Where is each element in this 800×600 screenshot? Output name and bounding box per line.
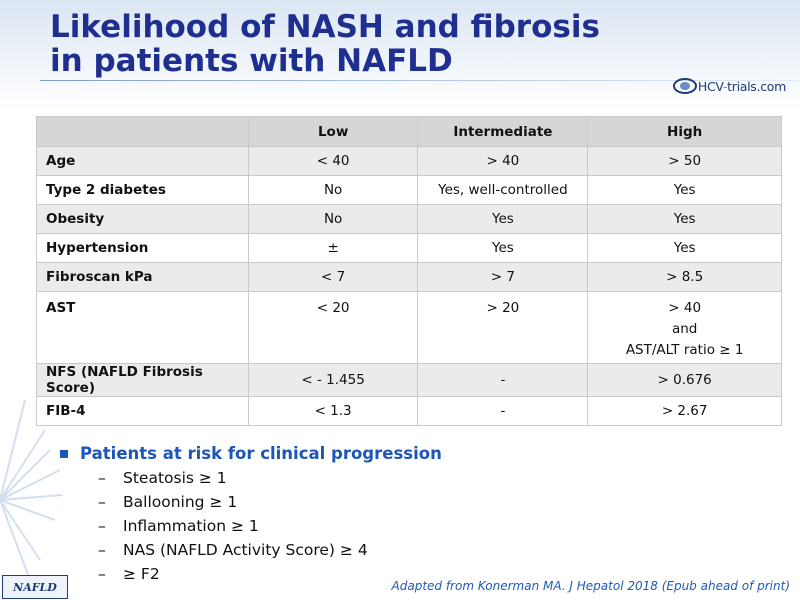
title-divider [40,80,800,81]
bullet-list: Patients at risk for clinical progressio… [60,444,442,583]
hcv-trials-logo: HCV-trials.com [672,74,786,98]
footer-topic-tag: NAFLD [2,575,68,599]
table-row: FIB-4 < 1.3 - > 2.67 [36,396,782,426]
sub-bullet-text: Ballooning ≥ 1 [123,493,238,511]
cell-low: < 1.3 [247,396,419,426]
sub-bullet-text: Inflammation ≥ 1 [123,517,259,535]
table-row: Hypertension ± Yes Yes [36,233,782,263]
row-label: Fibroscan kPa [36,262,249,292]
table-row: Obesity No Yes Yes [36,204,782,234]
cell-low: No [247,175,419,205]
cell-low: < 20 [247,291,419,364]
dash-icon: – [98,469,106,487]
row-label: NFS (NAFLD Fibrosis Score) [36,363,249,397]
cell-intermediate: Yes, well-controlled [417,175,589,205]
dash-icon: – [98,517,106,535]
sub-bullet: – Steatosis ≥ 1 [98,469,442,487]
sub-bullet: – ≥ F2 [98,565,442,583]
row-label: Obesity [36,204,249,234]
main-bullet: Patients at risk for clinical progressio… [60,444,442,463]
cell-intermediate: - [417,363,589,397]
slide-title: Likelihood of NASH and fibrosis in patie… [50,10,600,78]
title-line-2: in patients with NAFLD [50,43,453,79]
cell-intermediate: > 20 [417,291,589,364]
logo-text: HCV-trials.com [697,78,786,94]
logo-mark-icon [672,78,697,94]
title-line-1: Likelihood of NASH and fibrosis [50,9,600,45]
sub-bullet-text: ≥ F2 [123,565,160,583]
dash-icon: – [98,493,106,511]
sub-bullet: – Ballooning ≥ 1 [98,493,442,511]
header-high: High [587,116,782,147]
cell-intermediate: - [417,396,589,426]
row-label: Hypertension [36,233,249,263]
cell-high: > 40 and AST/ALT ratio ≥ 1 [587,291,782,364]
main-bullet-text: Patients at risk for clinical progressio… [80,444,442,463]
cell-high: Yes [587,175,782,205]
row-label: Type 2 diabetes [36,175,249,205]
cell-high-line: AST/ALT ratio ≥ 1 [625,342,744,358]
table-row: NFS (NAFLD Fibrosis Score) < - 1.455 - >… [36,363,782,397]
cell-high: > 50 [587,146,782,176]
cell-high: > 8.5 [587,262,782,292]
table-row: Type 2 diabetes No Yes, well-controlled … [36,175,782,205]
header-background [0,0,800,110]
header-intermediate: Intermediate [417,116,589,147]
sub-bullet-text: NAS (NAFLD Activity Score) ≥ 4 [123,541,368,559]
row-label: FIB-4 [36,396,249,426]
cell-low: < - 1.455 [247,363,419,397]
cell-high: > 2.67 [587,396,782,426]
cell-low: < 40 [247,146,419,176]
cell-low: < 7 [247,262,419,292]
risk-table: Low Intermediate High Age < 40 > 40 > 50… [36,116,782,426]
table-row: Fibroscan kPa < 7 > 7 > 8.5 [36,262,782,292]
cell-high-line: > 40 [668,300,702,316]
table-row: Age < 40 > 40 > 50 [36,146,782,176]
source-citation: Adapted from Konerman MA. J Hepatol 2018… [391,579,790,593]
cell-high-line: and [671,321,698,337]
row-label: AST [36,291,249,364]
sub-bullet-text: Steatosis ≥ 1 [123,469,227,487]
table-row: AST < 20 > 20 > 40 and AST/ALT ratio ≥ 1 [36,291,782,364]
cell-low: ± [247,233,419,263]
cell-high: Yes [587,233,782,263]
sub-bullet: – Inflammation ≥ 1 [98,517,442,535]
cell-low: No [247,204,419,234]
cell-high: Yes [587,204,782,234]
table-header-row: Low Intermediate High [36,116,782,147]
sub-bullet: – NAS (NAFLD Activity Score) ≥ 4 [98,541,442,559]
cell-high: > 0.676 [587,363,782,397]
header-low: Low [247,116,419,147]
cell-intermediate: > 40 [417,146,589,176]
square-bullet-icon [60,449,68,458]
dash-icon: – [98,541,106,559]
cell-intermediate: > 7 [417,262,589,292]
cell-intermediate: Yes [417,204,589,234]
header-empty [36,116,249,147]
cell-intermediate: Yes [417,233,589,263]
decorative-burst [0,399,63,581]
row-label: Age [36,146,249,176]
dash-icon: – [98,565,106,583]
